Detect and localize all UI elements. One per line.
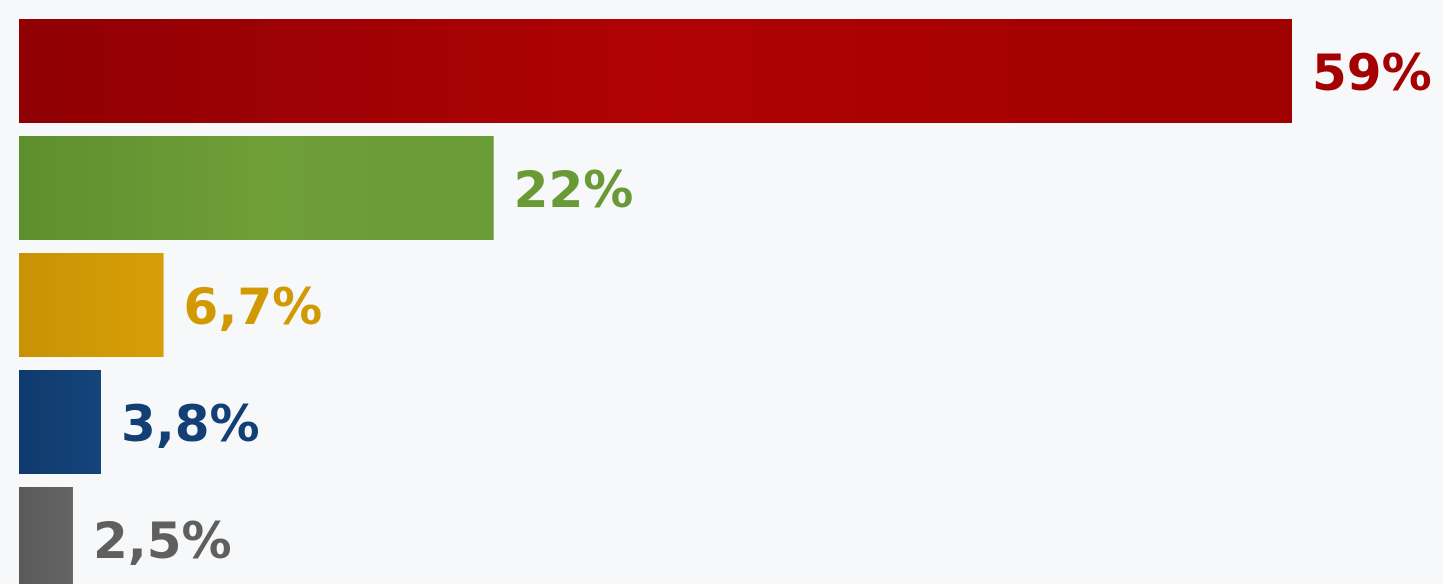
bar-1 (19, 19, 1292, 123)
bar-2 (19, 136, 494, 240)
bar-5 (19, 487, 73, 584)
value-label-1: 59% (1312, 44, 1432, 102)
bars-group (19, 19, 1292, 584)
value-label-4: 3,8% (121, 395, 260, 453)
value-label-3: 6,7% (184, 278, 323, 336)
bar-3 (19, 253, 164, 357)
bar-4 (19, 370, 101, 474)
value-label-2: 22% (514, 161, 634, 219)
value-labels-group: 59% 22% 6,7% 3,8% 2,5% (93, 44, 1432, 570)
value-label-5: 2,5% (93, 512, 232, 570)
